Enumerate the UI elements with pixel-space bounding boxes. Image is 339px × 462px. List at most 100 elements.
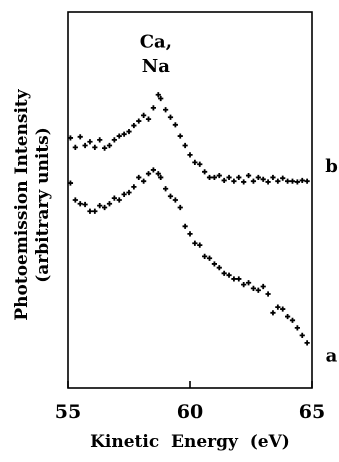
series-b-point-46 — [289, 178, 296, 184]
series-b-point-8 — [106, 142, 113, 149]
series-b-point-38 — [250, 178, 257, 184]
series-b-point-1 — [72, 144, 78, 150]
series-b-point-20 — [163, 107, 169, 113]
series-b-point-44 — [280, 175, 286, 181]
annotation-ca: Ca, — [140, 32, 172, 53]
series-a-point-4 — [87, 208, 93, 214]
series-a-point-42 — [270, 310, 276, 316]
series-a-point-39 — [255, 287, 261, 293]
series-a-point-15 — [141, 178, 147, 184]
plot-frame — [67, 11, 313, 389]
series-b-point-2 — [77, 134, 83, 140]
series-a-point-43 — [275, 304, 281, 310]
series-b-point-33 — [226, 174, 232, 181]
series-b-point-18 — [155, 92, 161, 98]
series-b-point-49 — [304, 178, 310, 184]
series-a-point-28 — [202, 253, 208, 259]
series-b-markers — [67, 92, 310, 185]
series-a-point-29 — [206, 255, 213, 261]
series-a-point-23 — [177, 204, 183, 211]
series-a-point-33 — [226, 272, 232, 278]
series-b-point-40 — [260, 176, 266, 182]
annotation-na: Na — [142, 56, 170, 77]
series-label-b: b — [325, 156, 338, 177]
series-b-point-42 — [270, 174, 276, 181]
series-b-point-36 — [241, 179, 247, 185]
series-a-point-30 — [211, 261, 217, 267]
series-a-point-41 — [265, 291, 271, 297]
series-b-point-41 — [265, 179, 271, 185]
series-a-point-6 — [97, 203, 103, 209]
y-axis-title-line2: (arbitrary units) — [33, 127, 53, 283]
series-b-point-37 — [245, 172, 252, 179]
series-a-point-45 — [285, 313, 291, 320]
series-a-point-7 — [102, 204, 108, 211]
series-b-point-4 — [87, 139, 93, 145]
x-tick-label-65: 65 — [299, 401, 325, 423]
series-a-point-14 — [136, 174, 142, 181]
series-a-point-48 — [299, 332, 305, 338]
series-a-point-40 — [260, 283, 266, 290]
series-b-point-16 — [145, 116, 152, 122]
series-a-point-37 — [245, 280, 252, 286]
series-a-point-19 — [158, 174, 164, 181]
series-a-point-13 — [131, 184, 137, 190]
series-a-point-21 — [167, 193, 174, 199]
series-b-point-22 — [172, 122, 178, 128]
y-axis-title-line1: Photoemission Intensity — [12, 88, 32, 320]
series-b-point-39 — [255, 174, 261, 181]
x-axis-title: Kinetic Energy (eV) — [90, 432, 290, 452]
series-a-point-22 — [172, 197, 178, 203]
series-a-point-49 — [304, 340, 310, 346]
series-a-point-16 — [145, 171, 152, 177]
series-a-point-25 — [187, 231, 193, 237]
series-b-point-45 — [285, 178, 291, 184]
series-b-point-26 — [192, 159, 198, 165]
series-a-point-20 — [163, 186, 169, 192]
series-a-point-17 — [150, 167, 156, 173]
series-a-markers — [67, 167, 310, 346]
series-b-point-9 — [111, 137, 117, 143]
series-b-point-30 — [211, 174, 217, 181]
series-a-point-5 — [92, 208, 98, 214]
series-a-point-44 — [280, 306, 286, 312]
series-b-point-34 — [231, 178, 237, 184]
x-axis-ticks — [67, 381, 313, 388]
series-a-point-8 — [106, 201, 113, 207]
series-a-point-10 — [116, 197, 122, 203]
x-tick-label-60: 60 — [177, 401, 203, 423]
series-a-point-32 — [221, 270, 227, 276]
series-a-point-26 — [192, 240, 198, 246]
series-b-point-32 — [221, 177, 227, 184]
series-a-point-47 — [294, 325, 300, 331]
series-b-point-19 — [158, 95, 164, 102]
series-b-point-17 — [150, 105, 156, 111]
series-b-point-23 — [177, 133, 183, 139]
series-b-point-21 — [167, 114, 174, 120]
series-a-point-24 — [182, 223, 188, 229]
series-b-point-27 — [197, 161, 203, 167]
series-a-point-12 — [126, 189, 132, 196]
series-b-point-6 — [97, 137, 103, 143]
series-b-point-10 — [116, 133, 122, 139]
series-a-point-1 — [72, 197, 78, 203]
series-a-point-0 — [67, 180, 74, 186]
series-b-point-24 — [182, 142, 188, 149]
series-a-point-11 — [121, 191, 127, 197]
series-b-point-5 — [92, 144, 98, 150]
series-a-point-36 — [241, 282, 247, 288]
series-b-point-35 — [236, 174, 242, 181]
series-b-point-29 — [206, 174, 213, 181]
series-b-point-48 — [299, 177, 305, 184]
series-b-point-43 — [275, 178, 281, 184]
series-b-point-3 — [82, 142, 88, 149]
x-tick-label-55: 55 — [55, 401, 81, 423]
series-a-point-34 — [231, 276, 237, 282]
series-b-point-28 — [202, 169, 208, 175]
series-a-point-46 — [289, 317, 296, 323]
series-b-point-12 — [126, 128, 132, 135]
series-b-point-11 — [121, 131, 127, 137]
series-b-point-13 — [131, 122, 137, 129]
series-b-point-47 — [294, 179, 300, 185]
